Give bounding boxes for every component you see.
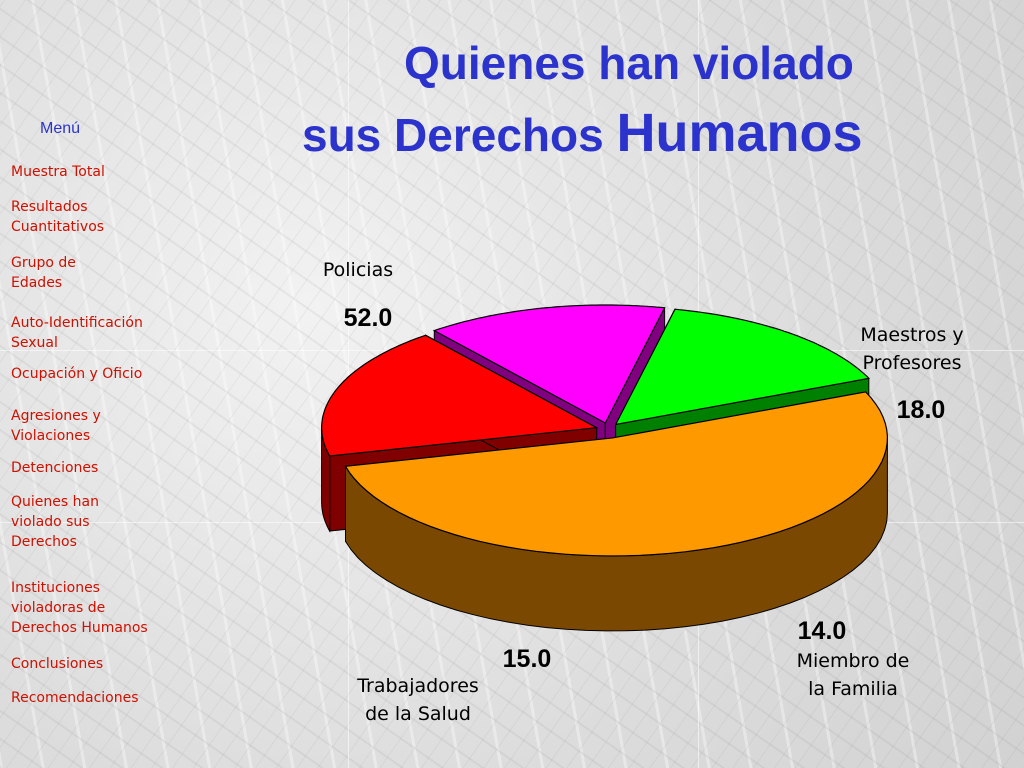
menu-heading: Menú xyxy=(40,120,81,137)
slice-label-maestros-profesores: Maestros y Profesores xyxy=(860,324,963,374)
pie-slice-top xyxy=(344,391,889,557)
menu-link-grupo-de-edades[interactable]: Grupo de Edades xyxy=(11,255,76,291)
pie-slice-top xyxy=(320,334,599,457)
page-title-line-2: sus Derechos Humanos xyxy=(302,102,863,164)
page-title-prefix: sus Derechos xyxy=(302,109,617,161)
menu-link-ocupacion-y-oficio[interactable]: Ocupación y Oficio xyxy=(11,366,143,382)
pie-slice-top xyxy=(432,304,666,424)
menu-link-conclusiones[interactable]: Conclusiones xyxy=(11,656,104,672)
slice-label-line: Policias xyxy=(323,259,393,281)
menu-link-recomendaciones[interactable]: Recomendaciones xyxy=(11,690,139,706)
slice-label-line: de la Salud xyxy=(365,703,471,725)
menu-link-agresiones-y-violaciones[interactable]: Agresiones y Violaciones xyxy=(11,408,101,444)
slice-label-line: Profesores xyxy=(862,352,961,374)
pie-slice-top xyxy=(614,308,870,426)
slice-label-policias: Policias xyxy=(323,259,393,281)
slice-label-line: Trabajadores xyxy=(356,675,479,697)
slice-value-trabajadores-salud: 15.0 xyxy=(503,645,552,673)
slice-value-miembro-familia: 14.0 xyxy=(798,617,847,645)
slice-label-miembro-familia: Miembro de la Familia xyxy=(797,650,910,700)
slice-value-policias: 52.0 xyxy=(344,304,393,332)
menu-link-quienes-han-violado[interactable]: Quienes han violado sus Derechos xyxy=(11,494,99,550)
menu-link-instituciones-violadoras[interactable]: Instituciones violadoras de Derechos Hum… xyxy=(11,580,148,636)
menu-link-muestra-total[interactable]: Muestra Total xyxy=(11,164,105,180)
page-title-emphasis: Humanos xyxy=(616,103,863,163)
page-title-line-1: Quienes han violado xyxy=(404,37,854,89)
menu-link-detenciones[interactable]: Detenciones xyxy=(11,460,99,476)
slice-label-line: Miembro de xyxy=(797,650,910,672)
menu-link-resultados-cuantitativos[interactable]: Resultados Cuantitativos xyxy=(11,199,105,235)
slice-label-trabajadores-salud: Trabajadores de la Salud xyxy=(356,675,479,725)
menu-link-auto-identificacion-sexual[interactable]: Auto-Identificación Sexual xyxy=(11,315,143,351)
slice-value-maestros-profesores: 18.0 xyxy=(897,396,946,424)
pie-slice-policias xyxy=(344,391,889,632)
slice-label-line: la Familia xyxy=(808,678,898,700)
slice-label-line: Maestros y xyxy=(860,324,963,346)
